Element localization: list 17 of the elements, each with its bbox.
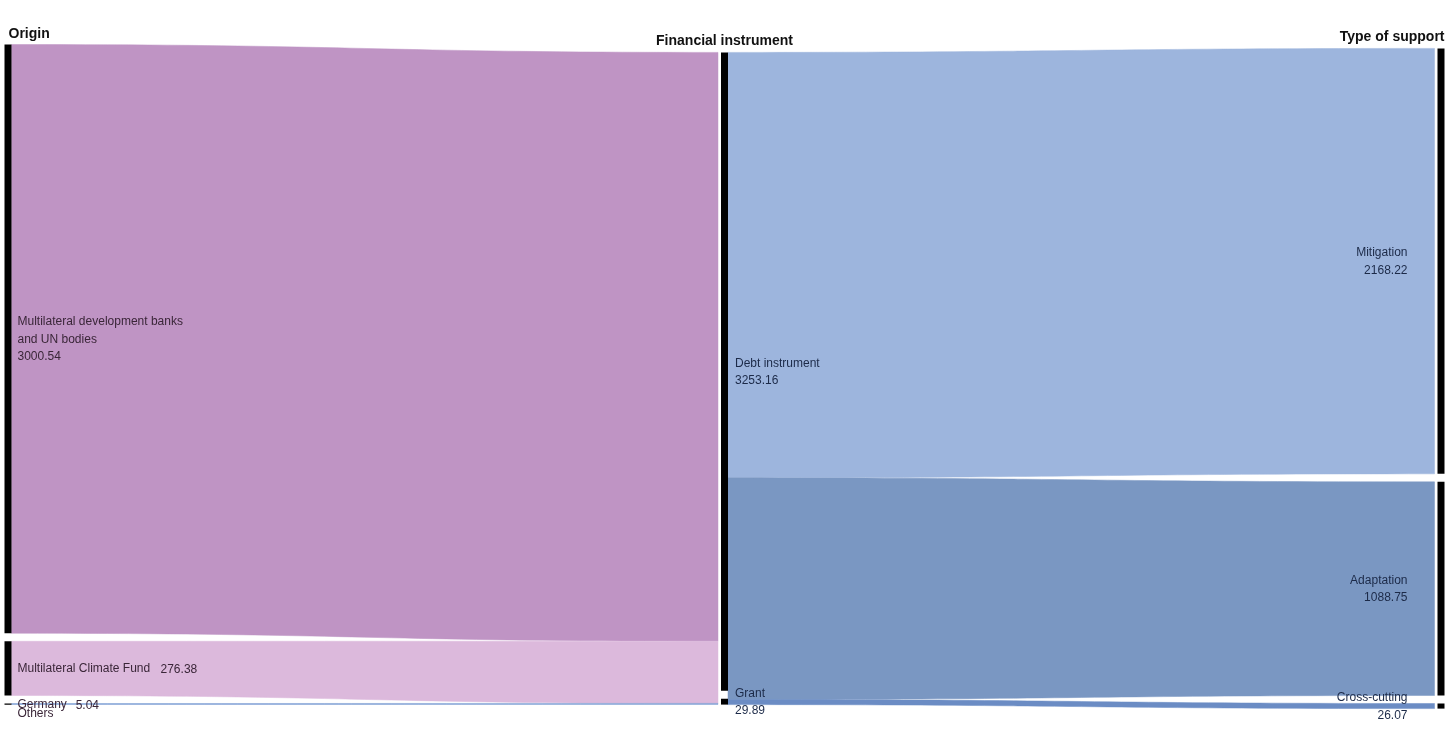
category-label: Grant: [735, 685, 766, 700]
data-label: 3253.16: [735, 373, 779, 388]
text: Origin: [8, 24, 50, 41]
category-label: Multilateral development banks and UN bodies: [17, 314, 183, 346]
text: Type of support: [1339, 28, 1445, 45]
category-label: Debt instrument: [735, 355, 821, 370]
data-label: 1088.75: [1364, 590, 1408, 605]
data-label: 29.89: [735, 703, 766, 718]
category-label: Mitigation: [1356, 245, 1408, 260]
data-label: 2168.22: [1364, 262, 1408, 277]
data-label: 5.04: [75, 697, 100, 712]
text: Financial instrument: [656, 32, 794, 49]
data-label: 26.07: [1377, 707, 1408, 722]
category-label: Adaptation: [1350, 572, 1408, 587]
data-label: 276.38: [160, 661, 198, 676]
data-label: 3000.54: [17, 349, 62, 364]
category-label: Multilateral Climate Fund: [17, 661, 151, 676]
